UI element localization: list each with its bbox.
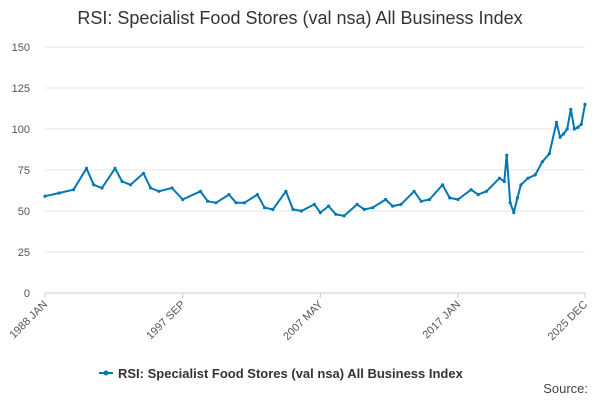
data-point[interactable] [497,176,502,180]
legend[interactable]: RSI: Specialist Food Stores (val nsa) Al… [99,366,464,381]
data-point[interactable] [299,209,303,213]
data-point[interactable] [547,152,552,156]
data-point[interactable] [519,183,523,187]
data-point[interactable] [565,127,569,131]
data-point[interactable] [227,193,231,197]
data-point[interactable] [469,188,473,192]
y-axis-ticks: 0 25 50 75 100 125 150 [12,42,30,300]
x-axis-ticks: 1988 JAN 1997 SEP 2007 MAY 2017 JAN 2025 DEC [7,293,590,343]
data-point[interactable] [579,122,584,126]
data-point[interactable] [100,186,104,190]
data-point[interactable] [576,125,580,129]
data-point[interactable] [291,207,295,211]
data-point[interactable] [342,214,346,218]
y-tick-label: 0 [24,288,30,300]
y-tick-label: 25 [18,247,30,259]
data-point[interactable] [572,127,576,131]
x-tick-label: 1997 SEP [144,299,188,343]
data-point[interactable] [526,176,530,180]
data-point[interactable] [43,194,47,198]
data-point[interactable] [533,173,537,177]
data-point[interactable] [515,196,520,200]
data-point[interactable] [419,199,423,203]
data-point[interactable] [512,211,516,215]
x-tick-label: 2025 DEC [546,299,590,343]
y-tick-label: 50 [18,206,30,218]
chart-title: RSI: Specialist Food Stores (val nsa) Al… [77,8,522,28]
data-point[interactable] [312,202,316,206]
x-tick-label: 2007 MAY [281,298,326,343]
y-tick-label: 125 [12,83,30,95]
data-point[interactable] [113,166,117,170]
x-tick-label: 1988 JAN [7,299,50,342]
data-point[interactable] [384,197,388,202]
grid-lines [45,46,585,253]
data-point[interactable] [206,199,210,203]
data-point[interactable] [92,183,96,187]
data-point[interactable] [198,189,203,193]
source-label: Source: [543,381,588,396]
data-point[interactable] [362,207,366,211]
data-point[interactable] [476,193,480,197]
data-point[interactable] [170,186,174,190]
data-point[interactable] [502,179,506,184]
data-point[interactable] [448,196,452,200]
data-point[interactable] [456,197,460,202]
data-point[interactable] [355,202,359,206]
series-layer [43,102,587,218]
data-point[interactable] [318,211,322,215]
data-point[interactable] [57,191,61,195]
data-point[interactable] [157,189,161,193]
y-tick-label: 150 [12,42,30,54]
data-point[interactable] [554,120,559,124]
data-point[interactable] [562,132,566,136]
data-point[interactable] [181,197,185,202]
data-point[interactable] [412,189,416,193]
data-point[interactable] [569,107,573,111]
data-point[interactable] [334,212,338,216]
data-point[interactable] [234,201,238,205]
data-point[interactable] [508,201,512,205]
data-point[interactable] [255,193,259,197]
data-point[interactable] [149,186,153,190]
data-point[interactable] [214,201,218,205]
data-point[interactable] [327,204,331,208]
data-point[interactable] [583,102,587,106]
data-point[interactable] [558,135,562,139]
legend-marker-icon [103,370,109,376]
data-point[interactable] [71,188,76,192]
data-point[interactable] [371,206,375,210]
data-point[interactable] [263,206,267,210]
data-point[interactable] [128,183,133,187]
legend-label: RSI: Specialist Food Stores (val nsa) Al… [118,366,464,381]
data-point[interactable] [540,160,544,164]
data-point[interactable] [399,202,403,206]
data-point[interactable] [284,189,288,193]
data-point[interactable] [271,207,275,211]
data-point[interactable] [441,183,445,187]
data-point[interactable] [120,179,124,184]
y-tick-label: 100 [12,124,30,136]
series-line [44,104,586,217]
data-point[interactable] [505,153,509,157]
data-point[interactable] [484,189,489,193]
data-point[interactable] [391,204,395,208]
data-point[interactable] [242,201,246,205]
y-tick-label: 75 [18,165,30,177]
data-point[interactable] [84,166,89,170]
data-point[interactable] [427,197,432,202]
x-tick-label: 2017 JAN [420,299,463,342]
data-point[interactable] [141,171,146,175]
